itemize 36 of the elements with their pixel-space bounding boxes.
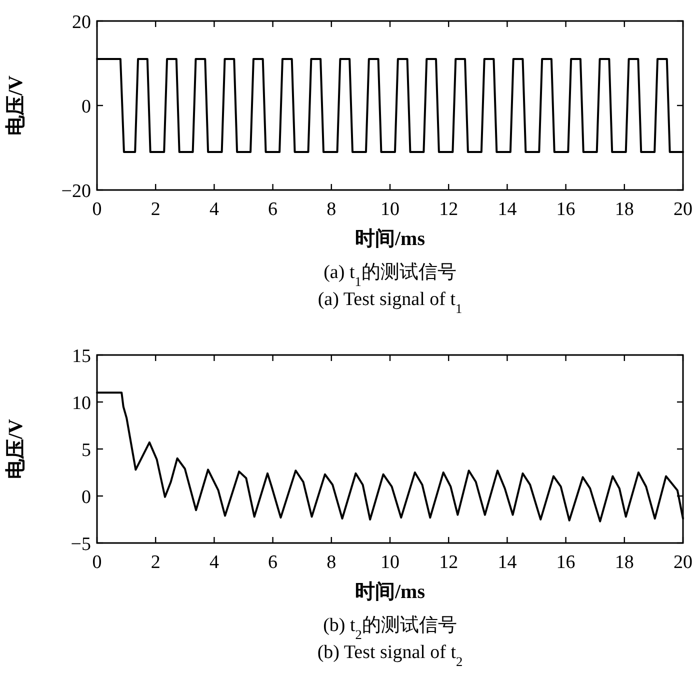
text: (a) t$_{1}$的测试信号 bbox=[324, 262, 456, 288]
x-tick-label: 20 bbox=[674, 552, 692, 573]
y-tick-label: 15 bbox=[72, 346, 91, 367]
x-tick-label: 20 bbox=[674, 199, 692, 220]
y-axis-title: 电压/V bbox=[5, 74, 27, 136]
x-tick-label: 2 bbox=[150, 552, 160, 573]
x-tick-label: 6 bbox=[268, 199, 278, 220]
text: (b) Test signal of t$_{2}$ bbox=[317, 642, 463, 668]
x-tick-label: 12 bbox=[439, 552, 458, 573]
x-tick-label: 16 bbox=[556, 199, 576, 220]
x-tick-label: 14 bbox=[498, 552, 518, 573]
x-tick-label: 4 bbox=[209, 552, 220, 573]
y-axis-title: 电压/V bbox=[5, 418, 27, 479]
x-tick-label: 2 bbox=[150, 199, 160, 220]
y-tick-label: −20 bbox=[61, 181, 91, 202]
x-tick-label: 18 bbox=[614, 552, 634, 573]
x-tick-label: 10 bbox=[380, 199, 400, 220]
y-tick-label: 10 bbox=[72, 393, 91, 414]
x-tick-label: 4 bbox=[209, 199, 220, 220]
x-tick-label: 12 bbox=[439, 199, 458, 220]
x-tick-label: 14 bbox=[498, 199, 518, 220]
x-tick-label: 8 bbox=[326, 199, 336, 220]
x-tick-label: 10 bbox=[380, 552, 400, 573]
text: (a) Test signal of t$_{1}$ bbox=[318, 289, 462, 316]
y-tick-label: 0 bbox=[82, 487, 91, 508]
x-axis-title: 时间/ms bbox=[355, 228, 426, 250]
y-tick-label: 0 bbox=[82, 96, 91, 118]
y-tick-label: 5 bbox=[82, 440, 91, 461]
y-tick-label: −5 bbox=[70, 534, 91, 555]
x-tick-label: 18 bbox=[614, 199, 634, 220]
text: (b) t$_{2}$的测试信号 bbox=[323, 615, 457, 642]
x-tick-label: 16 bbox=[556, 552, 576, 573]
x-tick-label: 8 bbox=[326, 552, 336, 573]
y-tick-label: 20 bbox=[72, 12, 91, 33]
x-tick-label: 6 bbox=[268, 552, 278, 573]
x-axis-title: 时间/ms bbox=[355, 581, 426, 603]
